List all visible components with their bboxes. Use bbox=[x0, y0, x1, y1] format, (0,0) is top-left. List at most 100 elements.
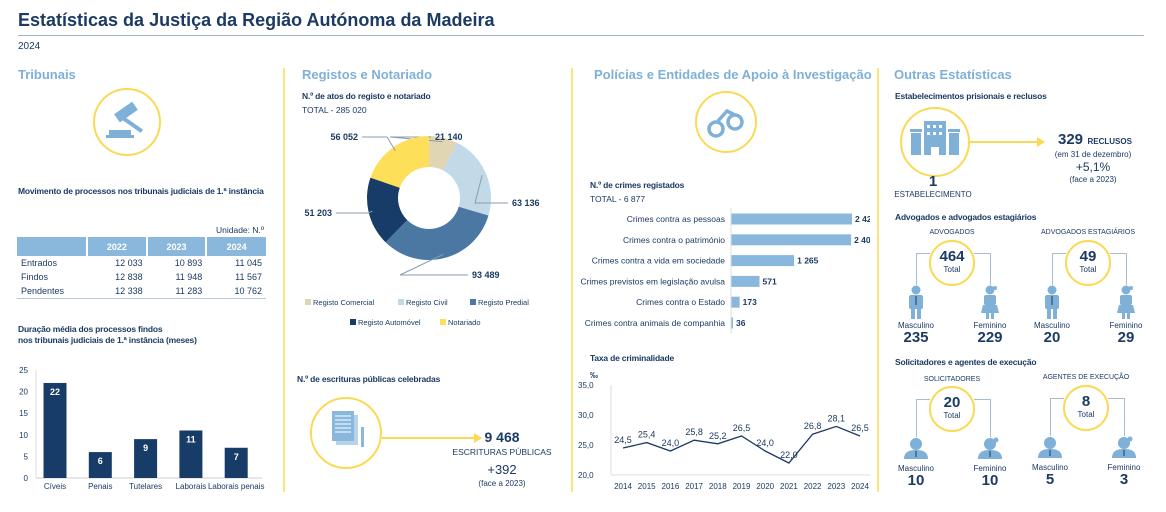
column-divider bbox=[877, 68, 879, 492]
table-header: 2023 bbox=[145, 237, 207, 256]
y-tick-label: 5 bbox=[24, 452, 29, 461]
estabelecimentos-label: ESTABELECIMENTO bbox=[894, 190, 972, 199]
escrituras-note: (face a 2023) bbox=[478, 479, 526, 488]
group-total: 464 bbox=[939, 248, 965, 265]
data-label: 26,5 bbox=[851, 423, 869, 433]
legend-label: Registo Comercial bbox=[313, 298, 375, 307]
bar-value-label: 9 bbox=[143, 443, 148, 453]
x-tick-label: 2015 bbox=[638, 482, 656, 491]
gavel-icon bbox=[93, 88, 161, 156]
data-label: 26,5 bbox=[733, 423, 751, 433]
column-divider bbox=[571, 68, 573, 492]
table-header: 2022 bbox=[86, 237, 147, 256]
x-tick-label: 2019 bbox=[733, 482, 751, 491]
bar bbox=[731, 255, 795, 267]
y-tick-label: 20 bbox=[19, 388, 28, 397]
legend-label: Registo Predial bbox=[478, 298, 529, 307]
table-row: Pendentes 12 338 11 283 10 762 bbox=[17, 284, 266, 298]
table-cell: 11 948 bbox=[175, 272, 203, 282]
legend-label: Notariado bbox=[448, 318, 481, 327]
total-circle: 49 Total bbox=[1065, 240, 1111, 286]
taxa-line-chart: ‰ 20,0 25,0 30,0 35,0 24,5 2014 25,4 2015 24,0 201… bbox=[578, 371, 870, 491]
x-tick-label: 2017 bbox=[685, 482, 703, 491]
column-divider bbox=[283, 68, 285, 492]
table-row: Entrados 12 033 10 893 11 045 bbox=[17, 256, 266, 270]
table-cell: 11 045 bbox=[235, 258, 262, 268]
y-tick-label: 25 bbox=[19, 366, 28, 375]
reclusos-change: +5,1% bbox=[1075, 160, 1111, 174]
x-tick-label: Cíveis bbox=[44, 482, 66, 491]
data-label: 24,5 bbox=[614, 435, 632, 445]
data-label: 28,1 bbox=[828, 413, 846, 423]
section-outras-title: Outras Estatísticas bbox=[894, 67, 1012, 82]
legend-swatch bbox=[470, 299, 476, 305]
group-total: 49 bbox=[1079, 248, 1097, 265]
connector-line bbox=[990, 399, 991, 437]
series-line bbox=[622, 425, 861, 464]
y-tick-label: 0 bbox=[24, 474, 29, 483]
data-label: 24,0 bbox=[756, 438, 774, 448]
female-value: 229 bbox=[977, 329, 1003, 346]
x-tick-label: 2020 bbox=[756, 482, 774, 491]
movimento-title: Movimento de processos nos tribunais jud… bbox=[18, 186, 264, 196]
connector-line bbox=[916, 253, 917, 285]
donut-slice bbox=[429, 136, 457, 171]
group-total: 20 bbox=[943, 394, 961, 411]
estabelecimentos-value: 1 bbox=[928, 173, 938, 190]
divider bbox=[18, 35, 1144, 36]
section-policias-title: Polícias e Entidades de Apoio à Investig… bbox=[594, 67, 872, 82]
escrituras-title: N.º de escrituras públicas celebradas bbox=[297, 374, 441, 384]
escrituras-label: ESCRITURAS PÚBLICAS bbox=[452, 447, 552, 457]
x-tick-label: 2021 bbox=[780, 482, 798, 491]
legend-label: Registo Civil bbox=[406, 298, 448, 307]
x-tick-label: Laborais bbox=[176, 482, 207, 491]
section-registos-title: Registos e Notariado bbox=[302, 67, 433, 82]
female-value: 29 bbox=[1117, 329, 1135, 346]
taxa-title: Taxa de criminalidade bbox=[590, 353, 674, 363]
y-tick-label: 25,0 bbox=[578, 441, 594, 450]
group-total-label: Total bbox=[1079, 265, 1097, 274]
bar-value-label: 2 407 bbox=[854, 235, 870, 245]
reclusos-note: (em 31 de dezembro) bbox=[1054, 150, 1132, 159]
data-label: 26,8 bbox=[804, 421, 822, 431]
processos-table: 2022 2023 2024 Entrados 12 033 10 893 11 045 … bbox=[17, 237, 266, 299]
table-cell: 12 838 bbox=[115, 272, 143, 282]
female-label: Feminino bbox=[973, 321, 1007, 330]
prisoes-title: Estabelecimentos prisionais e reclusos bbox=[895, 91, 1047, 101]
bar bbox=[179, 430, 203, 478]
total-circle: 8 Total bbox=[1063, 385, 1109, 431]
slice-value-label: 21 140 bbox=[435, 132, 463, 142]
person-male-icon bbox=[1037, 436, 1063, 463]
female-value: 3 bbox=[1119, 471, 1129, 488]
slice-value-label: 63 136 bbox=[512, 198, 540, 208]
unit-label: Unidade: N.º bbox=[216, 225, 264, 235]
donut-slice bbox=[367, 177, 408, 243]
table-cell: 11 283 bbox=[175, 285, 203, 296]
connector-line bbox=[990, 253, 991, 285]
handcuffs-icon bbox=[695, 91, 757, 153]
table-header: 2024 bbox=[205, 237, 266, 256]
total-circle: 464 Total bbox=[929, 240, 975, 286]
bar-value-label: 2 425 bbox=[855, 214, 870, 224]
group-label: ADVOGADOS ESTAGIÁRIOS bbox=[1040, 229, 1136, 236]
bar-value-label: 6 bbox=[98, 456, 103, 466]
female-label: Feminino bbox=[973, 464, 1007, 473]
person-female-icon bbox=[1111, 436, 1137, 463]
connector-line bbox=[974, 253, 990, 254]
x-tick-label: Tutelares bbox=[129, 482, 162, 491]
person-female-icon bbox=[977, 437, 1003, 464]
group-label: SOLICITADORES bbox=[923, 376, 981, 383]
legend-swatch bbox=[305, 299, 311, 305]
connector-line bbox=[1124, 398, 1125, 436]
category-label: Crimes contra animais de companhia bbox=[585, 318, 726, 328]
table-header-row: 2022 2023 2024 bbox=[17, 237, 266, 256]
arrow-head-icon bbox=[474, 433, 482, 443]
bar bbox=[88, 452, 112, 478]
male-value: 10 bbox=[907, 472, 925, 489]
duracao-title-line1: Duração média dos processos findos bbox=[18, 324, 163, 334]
leader-line bbox=[362, 136, 396, 151]
connector-line bbox=[1050, 398, 1051, 436]
group-total-label: Total bbox=[943, 411, 961, 420]
escrituras-change: +392 bbox=[487, 462, 517, 477]
table-header bbox=[17, 237, 87, 256]
